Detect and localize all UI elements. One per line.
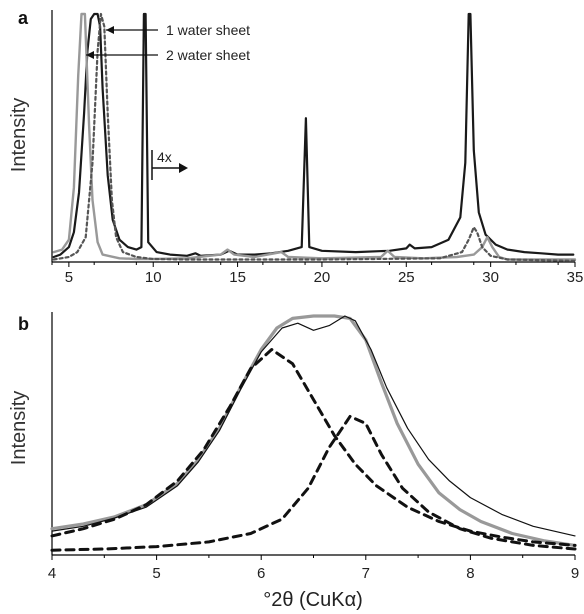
panel-b-label: b xyxy=(18,314,29,334)
panel-b-ylabel: Intensity xyxy=(8,391,30,465)
series-line-2 xyxy=(51,315,576,537)
annotation-2-water-sheet: 2 water sheet xyxy=(166,47,250,63)
x-tick-label: 35 xyxy=(567,269,584,286)
series-line-3 xyxy=(50,348,577,547)
x-tick-label: 5 xyxy=(65,269,73,286)
x-tick-label: 8 xyxy=(466,565,474,582)
x-tick-label: 30 xyxy=(482,269,499,286)
panel-a-ylabel: Intensity xyxy=(8,98,30,172)
annotation-arrowhead-1 xyxy=(106,26,114,34)
series-line-2 xyxy=(52,12,577,261)
scale-arrowhead xyxy=(179,163,188,173)
x-tick-label: 10 xyxy=(145,269,162,286)
x-tick-label: 15 xyxy=(229,269,246,286)
series-line-1 xyxy=(52,12,575,259)
annotation-arrowhead-2 xyxy=(86,51,94,59)
panel-b: b Intensity 4 5 6 7 8 9 °2θ (CuKα) xyxy=(8,312,579,611)
x-tick-label: 6 xyxy=(257,565,265,582)
panel-b-xlabel: °2θ (CuKα) xyxy=(263,589,363,611)
series-line-1 xyxy=(50,314,577,547)
panel-a-label: a xyxy=(18,8,29,28)
panel-a-annotations: 1 water sheet 2 water sheet 4x xyxy=(86,22,250,180)
x-tick-label: 25 xyxy=(398,269,415,286)
series-line-4 xyxy=(50,414,577,552)
panel-a: a Intensity 5 10 15 20 25 30 35 1 water sheet … xyxy=(8,8,583,286)
x-tick-label: 5 xyxy=(152,565,160,582)
annotation-4x: 4x xyxy=(157,149,172,165)
annotation-1-water-sheet: 1 water sheet xyxy=(166,22,250,38)
x-tick-label: 20 xyxy=(314,269,331,286)
series-line-3 xyxy=(52,12,577,262)
x-tick-label: 7 xyxy=(362,565,370,582)
x-tick-label: 9 xyxy=(571,565,579,582)
x-tick-label: 4 xyxy=(48,565,56,582)
